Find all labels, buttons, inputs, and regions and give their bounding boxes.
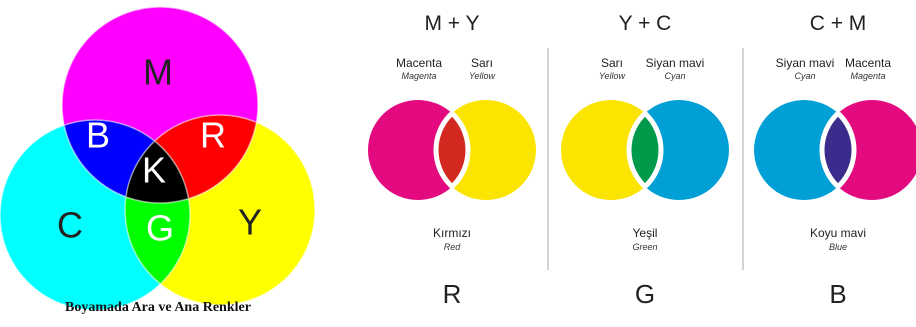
mixing-panels: M + YMacentaMagentaSarıYellowKırmızıRedR… bbox=[368, 12, 916, 309]
label-r: R bbox=[200, 115, 226, 156]
right-color-name: Macenta bbox=[845, 56, 891, 70]
left-color-name: Macenta bbox=[396, 56, 442, 70]
mixed-color-name: Kırmızı bbox=[433, 226, 471, 240]
label-y: Y bbox=[238, 202, 262, 243]
mixed-color-name: Yeşil bbox=[633, 226, 658, 240]
mixed-color-english: Blue bbox=[829, 242, 847, 252]
panel-title: Y + C bbox=[619, 12, 672, 35]
label-m: M bbox=[143, 52, 173, 93]
left-color-name: Sarı bbox=[601, 56, 623, 70]
panel-title: M + Y bbox=[424, 12, 479, 35]
mixed-color-letter: B bbox=[829, 279, 846, 309]
label-b: B bbox=[86, 115, 110, 156]
label-c: C bbox=[57, 205, 83, 246]
left-color-english: Magenta bbox=[401, 71, 436, 81]
label-k: K bbox=[142, 150, 166, 191]
diagram-caption: Boyamada Ara ve Ana Renkler bbox=[65, 300, 251, 315]
mixed-color-letter: R bbox=[443, 279, 462, 309]
right-color-english: Yellow bbox=[469, 71, 496, 81]
label-g: G bbox=[146, 208, 174, 249]
left-color-name: Siyan mavi bbox=[776, 56, 835, 70]
panel-title: C + M bbox=[810, 12, 867, 35]
left-color-english: Yellow bbox=[599, 71, 626, 81]
mixed-color-letter: G bbox=[635, 279, 655, 309]
right-color-english: Magenta bbox=[850, 71, 885, 81]
cmy-venn-diagram: M B R K C G Y bbox=[0, 6, 316, 311]
mixed-color-name: Koyu mavi bbox=[810, 226, 866, 240]
mixed-color-english: Green bbox=[632, 242, 657, 252]
black-overlap bbox=[125, 120, 190, 203]
mixed-color-english: Red bbox=[444, 242, 462, 252]
right-color-name: Siyan mavi bbox=[646, 56, 705, 70]
left-color-english: Cyan bbox=[794, 71, 815, 81]
right-color-name: Sarı bbox=[471, 56, 493, 70]
right-color-english: Cyan bbox=[664, 71, 685, 81]
